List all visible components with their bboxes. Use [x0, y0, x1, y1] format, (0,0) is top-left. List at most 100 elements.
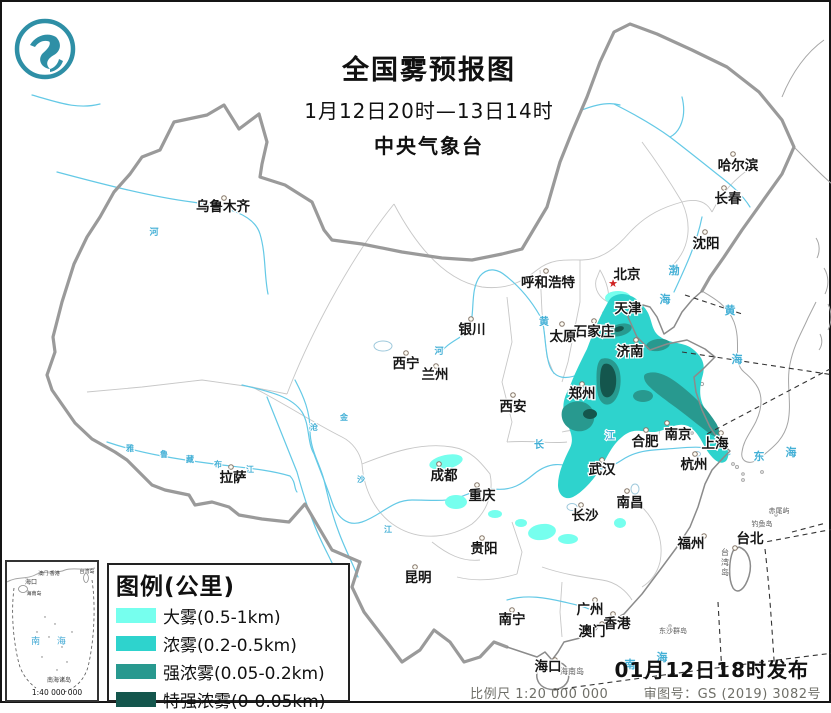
maritime-dashed-lines: [553, 294, 831, 691]
island-label: 钓鱼岛: [752, 519, 773, 528]
water-label: 长: [534, 438, 545, 451]
legend-title: 图例(公里): [116, 574, 236, 600]
legend-swatch: [116, 663, 156, 679]
fog-patch-teqiangnongwu: [600, 363, 617, 398]
publish-time: 01月12日18时发布: [614, 658, 809, 682]
legend-item-label: 特强浓雾(0-0.05km): [163, 691, 326, 712]
city-marker: [701, 533, 707, 539]
city-label: 昆明: [405, 570, 432, 586]
city-marker: [643, 427, 649, 433]
province-boundaries: [86, 141, 753, 638]
city-marker: [436, 461, 442, 467]
national-border: [45, 22, 796, 691]
water-label: 东: [754, 449, 765, 463]
city-label: 石家庄: [573, 323, 615, 340]
water-label: 雅: [126, 443, 134, 453]
water-label: 鲁: [159, 449, 168, 459]
legend-swatch: [116, 607, 156, 623]
city-label: 北京: [614, 266, 641, 283]
legend-swatch: [116, 691, 156, 707]
scale-and-approval: 比例尺 1:20 000 000 审图号：GS (2019) 3082号: [470, 683, 821, 702]
city-label: 拉萨: [220, 469, 247, 486]
city-marker: [228, 464, 234, 470]
city-marker: [591, 318, 597, 324]
water-label: 江: [384, 524, 392, 534]
city-label: 合肥: [632, 433, 660, 450]
legend-item: 特强浓雾(0-0.05km): [116, 685, 348, 713]
city-marker: [578, 502, 584, 508]
city-label: 长春: [715, 190, 743, 207]
city-label: 广州: [577, 601, 604, 618]
city-label: 西宁: [393, 355, 420, 372]
legend-items: 大雾(0.5-1km) 浓雾(0.2-0.5km) 强浓雾(0.05-0.2km) 特…: [116, 601, 348, 713]
city-label: 长沙: [572, 507, 600, 524]
city-label: 呼和浩特: [521, 274, 575, 291]
water-label: 布: [213, 459, 222, 469]
city-marker: [552, 657, 558, 663]
water-label: 渤: [669, 263, 680, 277]
city-marker: [624, 488, 630, 494]
city-marker: [730, 151, 736, 157]
water-label: 沙: [357, 475, 365, 484]
city-marker: [474, 482, 480, 488]
water-label: 沧: [310, 422, 318, 432]
city-marker: [732, 545, 738, 551]
island-label: 台湾岛: [721, 547, 729, 577]
water-label: 黄: [725, 303, 736, 317]
legend-item-label: 浓雾(0.2-0.5km): [163, 635, 297, 656]
city-marker: [702, 229, 708, 235]
city-label: 哈尔滨: [718, 157, 759, 174]
city-label: 济南: [617, 343, 644, 360]
city-marker: [718, 430, 724, 436]
city-label: 南宁: [499, 611, 526, 628]
water-label: 海: [786, 445, 797, 459]
city-label: 兰州: [422, 366, 449, 383]
city-marker: [721, 185, 727, 191]
inset-place-label: 海南岛: [26, 590, 41, 597]
city-label: 沈阳: [693, 235, 720, 252]
city-markers-and-labels: 哈尔滨长春沈阳 乌鲁木齐呼和浩特 ★北京天津石家庄太原济南 银川西宁兰州西安 郑州合肥南…: [195, 151, 765, 676]
city-marker: [599, 457, 605, 463]
city-marker: [509, 607, 515, 613]
water-label: 南: [625, 657, 636, 671]
city-marker: [592, 597, 598, 603]
city-marker: [637, 307, 643, 313]
city-marker: [433, 363, 439, 369]
city-marker: [610, 611, 616, 617]
water-label: 金: [339, 412, 349, 422]
legend-item: 浓雾(0.2-0.5km): [116, 629, 348, 657]
city-label: 天津: [615, 300, 643, 317]
city-label: 澳门: [579, 623, 606, 640]
inset-place-label: 海口: [25, 578, 37, 586]
inset-scale: 1:40 000 000: [32, 688, 82, 697]
water-label: 河: [149, 226, 158, 238]
city-label: 福州: [677, 535, 705, 552]
city-marker: [543, 268, 549, 274]
city-label: 南京: [665, 426, 692, 443]
city-label: 杭州: [681, 456, 708, 473]
city-marker: [403, 350, 409, 356]
water-label: 藏: [186, 454, 194, 464]
water-label: 江: [605, 429, 615, 442]
legend-item: 大雾(0.5-1km): [116, 601, 348, 629]
city-label: 重庆: [469, 487, 496, 504]
city-marker: [599, 621, 605, 627]
legend-item-label: 强浓雾(0.05-0.2km): [163, 663, 325, 684]
capital-star-marker: ★: [608, 277, 618, 290]
inset-islands-label: 南海诸岛: [47, 676, 71, 684]
water-label: 江: [246, 464, 254, 474]
city-marker: [479, 535, 485, 541]
foreign-coastlines: [690, 39, 831, 482]
city-label: 银川: [459, 321, 486, 338]
city-label: 太原: [550, 328, 578, 345]
map-scale: 比例尺 1:20 000 000: [470, 687, 609, 702]
city-label: 海口: [535, 658, 562, 675]
city-label: 台北: [737, 530, 765, 547]
inset-place-label: 澳门·香港: [38, 570, 60, 577]
city-label: 南昌: [617, 494, 644, 511]
island-label: 东沙群岛: [659, 626, 687, 635]
city-label: 成都: [431, 467, 458, 484]
